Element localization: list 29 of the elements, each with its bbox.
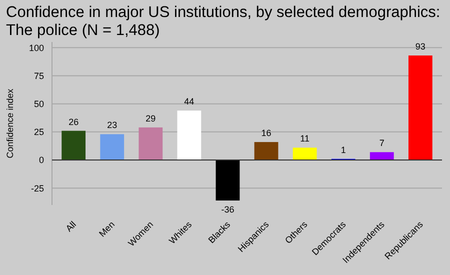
bar [292, 148, 317, 160]
data-label: 44 [184, 96, 194, 107]
bar [370, 152, 394, 160]
bar [177, 110, 202, 160]
bar [138, 127, 163, 160]
data-label: 7 [379, 138, 384, 148]
data-label: 16 [261, 128, 272, 138]
y-tick-label: -25 [30, 183, 44, 194]
x-tick-label: Men [97, 219, 117, 239]
bar [100, 134, 124, 160]
data-label: 1 [340, 144, 346, 155]
y-tick-label: 75 [34, 70, 44, 81]
chart-title: Confidence in major US institutions, by selected demographics: The police (N = 1,488) [6, 4, 440, 39]
data-label: 11 [300, 134, 310, 144]
bar [62, 130, 86, 160]
data-label: -36 [221, 204, 234, 215]
y-tick-label: 50 [34, 98, 44, 109]
bar [408, 55, 432, 160]
data-label: 26 [68, 116, 79, 127]
y-tick-label: 0 [38, 155, 44, 166]
data-label: 29 [146, 113, 156, 124]
data-label: 93 [415, 41, 426, 52]
y-tick-label: 25 [34, 127, 44, 138]
x-tick-label: All [64, 219, 78, 234]
bar [216, 160, 240, 201]
bar [254, 142, 278, 160]
data-label: 23 [107, 120, 118, 130]
y-tick-label: 100 [28, 42, 44, 53]
y-axis-title: Confidence index [5, 88, 15, 158]
